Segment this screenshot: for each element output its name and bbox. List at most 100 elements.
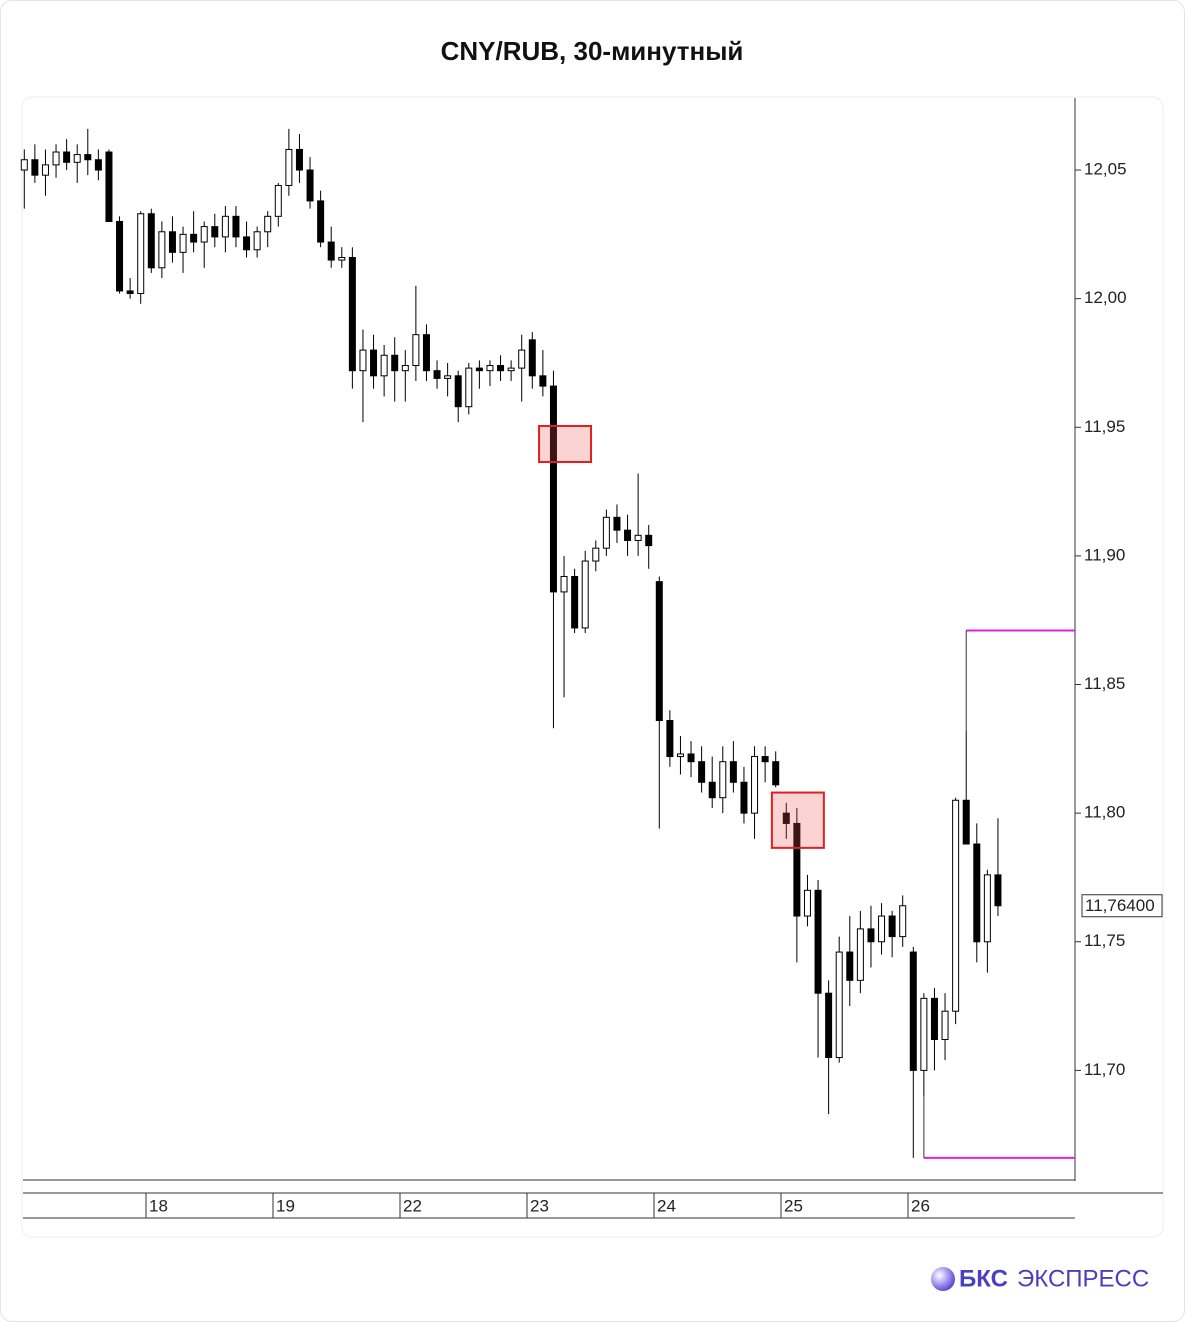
- candle-body: [20, 159, 28, 171]
- candle-body: [41, 164, 49, 176]
- x-tick-label: 19: [276, 1196, 295, 1215]
- candle-body: [243, 236, 251, 251]
- candle-body: [983, 874, 991, 943]
- candle-body: [624, 529, 632, 541]
- candle-body: [698, 761, 706, 783]
- candle-body: [52, 151, 60, 166]
- candle-body: [126, 290, 134, 295]
- y-tick-label: 11,85: [1084, 674, 1125, 693]
- candle-body: [147, 213, 155, 269]
- candle-body: [952, 799, 960, 1012]
- candle-body: [941, 1010, 949, 1041]
- candle-body: [803, 889, 811, 917]
- candle-body: [105, 151, 113, 222]
- card: [21, 96, 1164, 1238]
- candle-body: [613, 516, 621, 531]
- x-tick-label: 25: [784, 1196, 803, 1215]
- candle-body: [846, 951, 854, 981]
- y-tick-label: 11,70: [1084, 1060, 1125, 1079]
- candle-body: [761, 756, 769, 763]
- candle-body: [962, 799, 970, 845]
- chart-title: CNY/RUB, 30-минутный: [441, 36, 744, 66]
- candle-body: [327, 241, 335, 261]
- y-tick-label: 12,05: [1084, 160, 1127, 179]
- candle-body: [528, 339, 536, 377]
- candle-body: [211, 226, 219, 238]
- candle-body: [634, 534, 642, 541]
- candle-body: [158, 231, 166, 269]
- candle-body: [878, 915, 886, 943]
- candle-body: [497, 365, 505, 372]
- candle-body: [338, 256, 346, 261]
- candle-body: [581, 560, 589, 629]
- candle-body: [676, 753, 684, 758]
- candle-body: [433, 370, 441, 379]
- x-tick-label: 23: [530, 1196, 549, 1215]
- candle-body: [137, 213, 145, 295]
- candle-body: [274, 184, 282, 217]
- candle-body: [920, 997, 928, 1071]
- candle-body: [867, 928, 875, 943]
- candle-body: [708, 781, 716, 799]
- candle-body: [655, 581, 663, 722]
- candle-body: [454, 375, 462, 408]
- candle-body: [179, 233, 187, 253]
- candle-body: [348, 256, 356, 372]
- candle-body: [571, 575, 579, 629]
- candle-body: [422, 334, 430, 372]
- candle-body: [475, 367, 483, 372]
- last-price-box: [1081, 894, 1163, 918]
- x-tick-label: 18: [149, 1196, 168, 1215]
- candle-body: [253, 231, 261, 251]
- candle-body: [793, 822, 801, 917]
- candle-body: [549, 385, 557, 593]
- candle-body: [285, 148, 293, 186]
- candle-body: [560, 575, 568, 593]
- x-tick-label: 24: [657, 1196, 676, 1215]
- candle-body: [602, 516, 610, 549]
- candle-body: [444, 375, 452, 379]
- last-price-label: 11,76400: [1085, 896, 1155, 915]
- x-tick-label: 26: [911, 1196, 930, 1215]
- y-tick-label: 12,00: [1084, 288, 1127, 307]
- candle-body: [168, 231, 176, 253]
- candle-body: [994, 874, 1002, 907]
- candle-body: [465, 367, 473, 408]
- x-tick-label: 22: [403, 1196, 422, 1215]
- candle-body: [729, 761, 737, 783]
- candle-body: [317, 200, 325, 243]
- highlight-box: [770, 791, 825, 849]
- candle-body: [94, 159, 102, 171]
- candle-body: [719, 761, 727, 799]
- candle-body: [666, 720, 674, 758]
- candle-body: [899, 905, 907, 938]
- candle-body: [116, 220, 124, 292]
- candle-body: [782, 812, 790, 824]
- candle-body: [518, 349, 526, 369]
- candle-body: [592, 547, 600, 562]
- candle-body: [909, 951, 917, 1071]
- candle-body: [814, 889, 822, 994]
- candle-body: [391, 354, 399, 372]
- candle-body: [856, 928, 864, 981]
- candle-body: [63, 151, 71, 163]
- y-tick-label: 11,95: [1084, 417, 1125, 436]
- candle-body: [359, 349, 367, 372]
- product: ЭКСПРЕСС: [1017, 1265, 1149, 1292]
- candle-body: [751, 756, 759, 814]
- candle-body: [401, 365, 409, 372]
- candle-body: [84, 154, 92, 161]
- candle-body: [380, 354, 388, 377]
- candle-body: [232, 215, 240, 238]
- candle-body: [370, 349, 378, 377]
- brand: БКС: [959, 1265, 1008, 1292]
- candle-body: [973, 843, 981, 943]
- y-tick-label: 11,90: [1084, 545, 1125, 564]
- y-tick-label: 11,75: [1084, 931, 1125, 950]
- candle-body: [835, 951, 843, 1059]
- candle-body: [645, 534, 653, 547]
- logo-orb: [931, 1267, 955, 1291]
- candle-body: [264, 215, 272, 233]
